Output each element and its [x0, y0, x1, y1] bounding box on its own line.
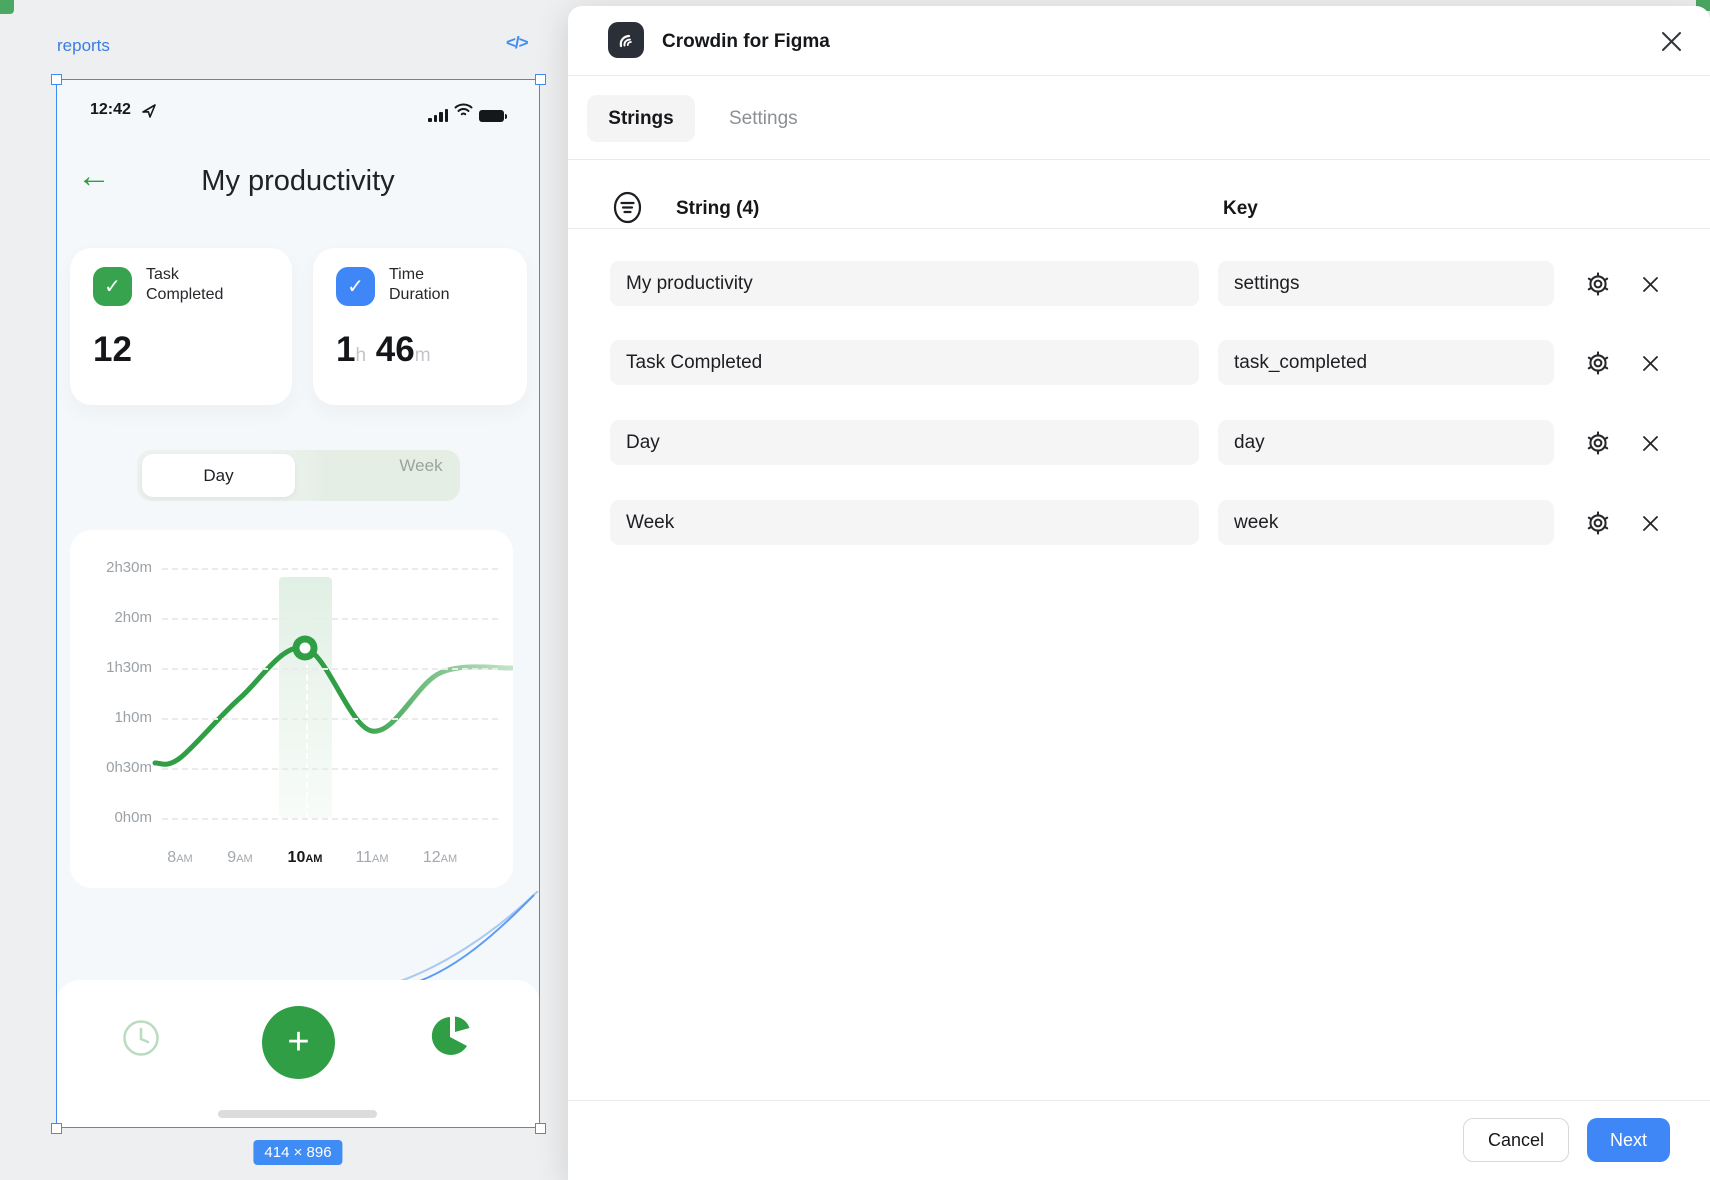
chart-gridline: [162, 768, 498, 770]
status-bar: 12:42: [56, 101, 540, 123]
selection-handle-top-left[interactable]: [51, 74, 62, 85]
gear-icon[interactable]: [1584, 349, 1612, 377]
chart-y-tick: 0h0m: [114, 809, 152, 826]
chart-x-tick: 10AM: [287, 849, 323, 866]
cellular-signal-icon: [428, 109, 448, 122]
cancel-button[interactable]: Cancel: [1463, 1118, 1569, 1162]
time-duration-value: 1h 46m: [336, 330, 431, 369]
clock-icon: [122, 1019, 160, 1062]
dimensions-badge: 414 × 896: [253, 1140, 343, 1165]
task-completed-value: 12: [93, 330, 132, 369]
remove-icon[interactable]: [1636, 349, 1664, 377]
chart-highlight-band: [279, 577, 332, 818]
chart-gridline: [162, 668, 498, 670]
day-week-toggle: Day Week: [137, 450, 460, 501]
string-value-input[interactable]: My productivity: [610, 261, 1199, 306]
string-row: My productivity settings: [568, 261, 1710, 306]
next-button[interactable]: Next: [1587, 1118, 1670, 1162]
card-label: Task Completed: [146, 266, 224, 303]
phone-frame[interactable]: 12:42 ← My productivity ✓ Task Completed…: [56, 79, 540, 1128]
check-blue-icon: ✓: [336, 267, 375, 306]
chart-gridline: [162, 618, 498, 620]
selection-handle-bottom-right[interactable]: [535, 1123, 546, 1134]
remove-icon[interactable]: [1636, 509, 1664, 537]
chart-gridline: [162, 568, 498, 570]
tab-strings[interactable]: Strings: [587, 95, 695, 142]
chart-y-tick: 1h30m: [106, 659, 152, 676]
chart-y-tick: 1h0m: [114, 709, 152, 726]
selection-handle-top-right[interactable]: [535, 74, 546, 85]
crowdin-plugin-modal: Crowdin for Figma Strings Settings Strin…: [568, 6, 1710, 1180]
string-key-input[interactable]: settings: [1218, 261, 1554, 306]
background-green-corner: [1696, 0, 1710, 11]
chart-line: [152, 635, 513, 767]
code-icon[interactable]: </>: [506, 33, 529, 52]
card-label: Time Duration: [389, 266, 450, 303]
pie-chart-icon: [431, 1014, 473, 1061]
plugin-header: Crowdin for Figma: [568, 6, 1710, 75]
chart-x-tick: 12AM: [422, 849, 458, 866]
chart-y-tick: 2h30m: [106, 559, 152, 576]
background-green-corner: [0, 0, 14, 14]
plugin-title: Crowdin for Figma: [662, 31, 830, 52]
add-button: +: [262, 1006, 335, 1079]
gear-icon[interactable]: [1584, 429, 1612, 457]
chart-band-dashed-line: [305, 645, 308, 818]
divider: [568, 159, 1710, 160]
remove-icon[interactable]: [1636, 429, 1664, 457]
decorative-curves: [386, 891, 539, 987]
toggle-option-week: Week: [399, 456, 443, 475]
time-duration-card: ✓ Time Duration 1h 46m: [313, 248, 527, 405]
location-icon: [142, 104, 156, 123]
check-green-icon: ✓: [93, 267, 132, 306]
chart-gridline: [162, 718, 498, 720]
string-row: Task Completed task_completed: [568, 340, 1710, 385]
divider: [568, 228, 1710, 229]
plugin-footer: Cancel Next: [568, 1100, 1710, 1180]
chart-x-tick: 9AM: [227, 849, 253, 866]
chart-x-tick: 11AM: [355, 849, 389, 866]
wifi-icon: [454, 103, 473, 122]
string-count-header: String (4): [676, 198, 760, 219]
chart-y-tick: 0h30m: [106, 759, 152, 776]
string-key-input[interactable]: task_completed: [1218, 340, 1554, 385]
string-key-input[interactable]: day: [1218, 420, 1554, 465]
phone-page-title: My productivity: [201, 165, 395, 197]
string-row: Week week: [568, 500, 1710, 545]
filter-icon[interactable]: [611, 191, 644, 229]
tab-settings[interactable]: Settings: [729, 107, 798, 129]
divider: [568, 75, 1710, 76]
chart-gridline: [162, 818, 498, 820]
battery-icon: [479, 110, 507, 122]
string-value-input[interactable]: Week: [610, 500, 1199, 545]
gear-icon[interactable]: [1584, 270, 1612, 298]
string-row: Day day: [568, 420, 1710, 465]
string-value-input[interactable]: Task Completed: [610, 340, 1199, 385]
toggle-option-day: Day: [142, 454, 295, 497]
selection-handle-bottom-left[interactable]: [51, 1123, 62, 1134]
chart-y-tick: 2h0m: [114, 609, 152, 626]
productivity-chart: 2h30m 2h0m 1h30m 1h0m 0h30m 0h0m 8AM 9AM 10AM 11A…: [70, 530, 513, 888]
status-time: 12:42: [90, 101, 131, 118]
string-key-input[interactable]: week: [1218, 500, 1554, 545]
string-value-input[interactable]: Day: [610, 420, 1199, 465]
frame-name-label[interactable]: reports: [57, 36, 110, 55]
home-indicator: [218, 1110, 377, 1118]
key-column-header: Key: [1223, 198, 1258, 219]
gear-icon[interactable]: [1584, 509, 1612, 537]
close-icon[interactable]: [1656, 26, 1686, 56]
chart-x-tick: 8AM: [167, 849, 193, 866]
back-arrow-icon: ←: [77, 157, 111, 195]
remove-icon[interactable]: [1636, 270, 1664, 298]
task-completed-card: ✓ Task Completed 12: [70, 248, 292, 405]
crowdin-logo: [608, 22, 644, 58]
